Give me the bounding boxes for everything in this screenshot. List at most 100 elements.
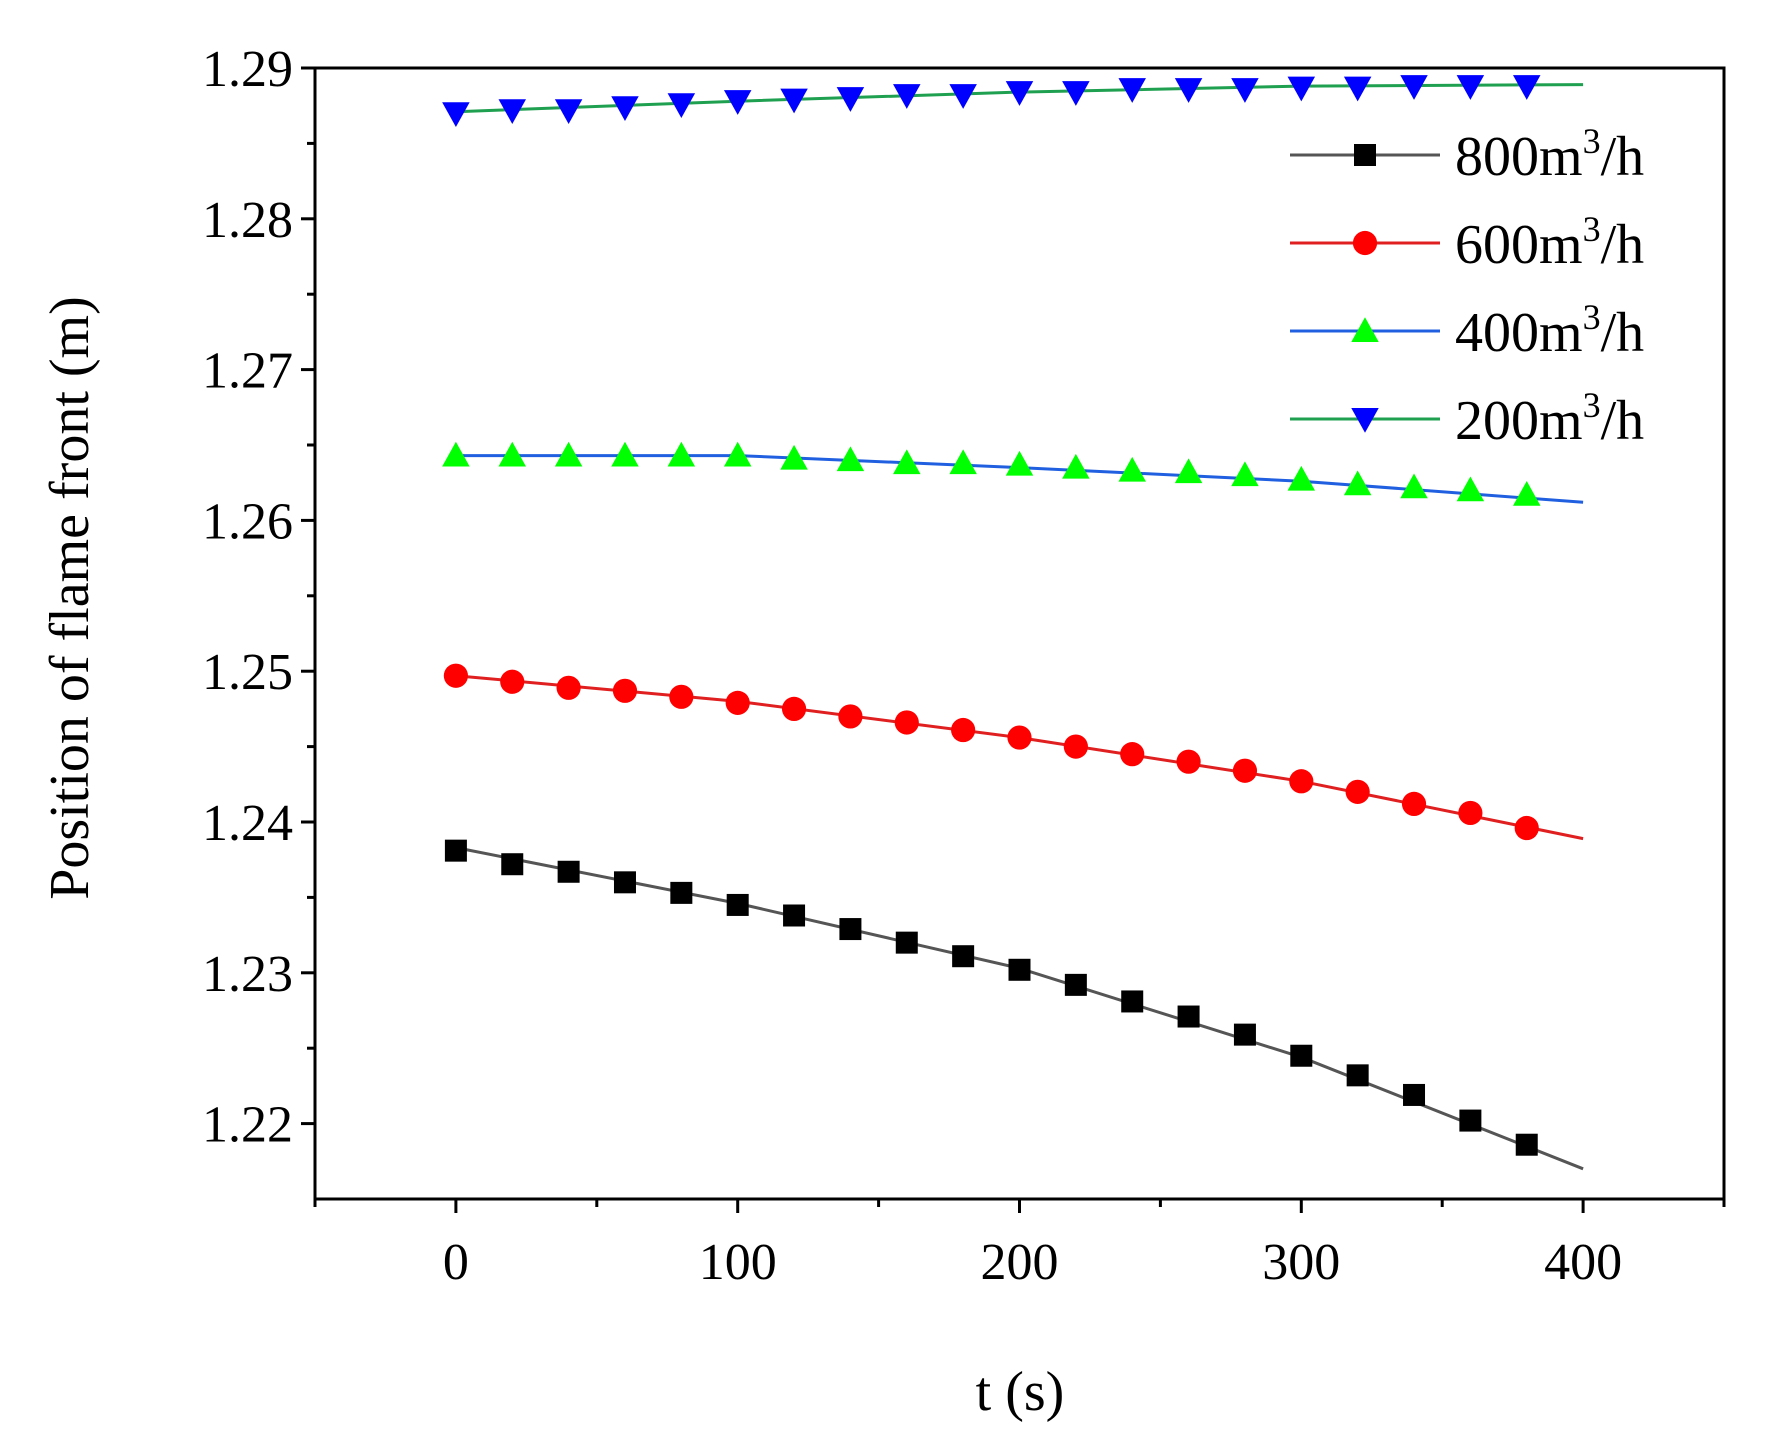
- y-tick-label: 1.25: [202, 644, 293, 701]
- x-axis-title: t (s): [976, 1361, 1065, 1423]
- data-point-400m: [1343, 470, 1372, 496]
- data-point-400m: [949, 449, 977, 475]
- data-point-400m: [1005, 450, 1034, 476]
- data-point-200m: [1343, 76, 1372, 102]
- y-axis-title: Position of flame front (m): [39, 296, 101, 899]
- data-point-200m: [780, 88, 808, 114]
- data-point-600m: [669, 684, 694, 709]
- data-point-600m: [443, 663, 468, 688]
- data-point-800m: [1459, 1109, 1482, 1132]
- data-point-400m: [893, 449, 921, 475]
- legend-marker-600m: [1352, 230, 1378, 256]
- series-lines: [455, 83, 1584, 1171]
- y-tick-label: 1.22: [202, 1097, 293, 1154]
- data-point-600m: [894, 710, 919, 735]
- data-point-600m: [781, 696, 807, 722]
- data-point-200m: [442, 102, 470, 127]
- data-point-200m: [1118, 78, 1146, 103]
- data-point-200m: [1005, 81, 1034, 106]
- legend-marker-400m: [1351, 317, 1379, 342]
- data-point-600m: [1345, 779, 1370, 804]
- data-point-200m: [611, 96, 639, 121]
- data-point-200m: [836, 87, 865, 112]
- x-tick-label: 300: [1262, 1234, 1340, 1291]
- data-point-400m: [723, 441, 752, 467]
- data-point-200m: [1400, 75, 1428, 100]
- data-point-200m: [1512, 75, 1541, 100]
- data-point-800m: [839, 918, 862, 941]
- y-tick-label: 1.29: [202, 41, 293, 98]
- data-point-400m: [611, 441, 639, 467]
- data-point-200m: [1174, 78, 1203, 103]
- legend-label-200m: 200m3/h: [1455, 385, 1644, 452]
- data-point-600m: [1232, 758, 1258, 783]
- y-tick-label: 1.24: [202, 795, 293, 852]
- data-point-800m: [1233, 1023, 1256, 1046]
- y-tick-label: 1.27: [202, 343, 293, 400]
- data-point-400m: [1287, 465, 1316, 491]
- data-point-800m: [1064, 973, 1087, 996]
- series-markers: [442, 75, 1541, 1156]
- x-tick-label: 200: [981, 1234, 1059, 1291]
- y-axis: 1.22 1.23 1.24 1.25 1.26 1.27 1.28 1.29: [202, 41, 315, 1154]
- data-point-800m: [783, 904, 806, 927]
- legend: 800m3/h 600m3/h 400m3/h 200m3/h: [1290, 121, 1644, 452]
- data-point-600m: [1176, 749, 1201, 774]
- data-point-200m: [667, 93, 696, 118]
- data-point-600m: [1063, 734, 1088, 759]
- data-point-600m: [1401, 791, 1427, 817]
- data-point-400m: [667, 441, 696, 467]
- data-point-800m: [1290, 1044, 1313, 1067]
- data-point-800m: [613, 871, 636, 894]
- y-tick-label: 1.23: [202, 946, 293, 1003]
- data-point-800m: [1177, 1005, 1200, 1028]
- data-point-800m: [952, 945, 975, 968]
- data-point-200m: [1231, 78, 1259, 103]
- y-tick-label: 1.28: [202, 192, 293, 249]
- data-point-400m: [442, 441, 470, 467]
- data-point-800m: [726, 893, 749, 916]
- data-point-600m: [1514, 815, 1539, 841]
- x-tick-label: 400: [1544, 1234, 1622, 1291]
- data-point-800m: [1346, 1064, 1369, 1087]
- legend-marker-800m: [1354, 144, 1376, 166]
- data-point-800m: [444, 839, 467, 862]
- data-point-600m: [1458, 800, 1483, 826]
- x-tick-label: 100: [699, 1234, 777, 1291]
- x-axis: 0 100 200 300 400: [313, 1199, 1726, 1291]
- data-point-600m: [500, 669, 525, 694]
- data-point-800m: [1515, 1133, 1538, 1156]
- data-point-600m: [1289, 769, 1314, 794]
- data-point-600m: [838, 704, 863, 729]
- data-point-400m: [780, 444, 808, 470]
- x-tick-label: 0: [443, 1234, 469, 1291]
- series-line-800m: [455, 846, 1584, 1171]
- data-point-800m: [1121, 990, 1144, 1013]
- data-point-200m: [723, 90, 752, 115]
- data-point-600m: [556, 675, 581, 700]
- data-point-800m: [1008, 958, 1031, 981]
- data-point-200m: [498, 99, 527, 124]
- data-point-400m: [1174, 458, 1203, 484]
- legend-marker-200m: [1351, 408, 1379, 433]
- data-point-200m: [1456, 75, 1485, 100]
- data-point-400m: [554, 441, 583, 467]
- data-point-600m: [725, 690, 750, 715]
- data-point-400m: [1231, 461, 1259, 487]
- data-point-800m: [501, 853, 524, 876]
- data-point-200m: [554, 99, 583, 124]
- data-point-400m: [1400, 473, 1428, 499]
- data-point-800m: [1403, 1083, 1426, 1106]
- data-point-800m: [557, 860, 580, 883]
- data-point-200m: [893, 84, 921, 109]
- data-point-600m: [1120, 742, 1145, 767]
- data-point-400m: [1062, 453, 1090, 479]
- y-tick-label: 1.26: [202, 493, 293, 550]
- data-point-200m: [1287, 76, 1316, 102]
- legend-label-400m: 400m3/h: [1455, 297, 1644, 364]
- data-point-400m: [498, 441, 527, 467]
- legend-label-600m: 600m3/h: [1455, 209, 1644, 276]
- data-point-200m: [949, 84, 977, 109]
- data-point-200m: [1062, 81, 1090, 106]
